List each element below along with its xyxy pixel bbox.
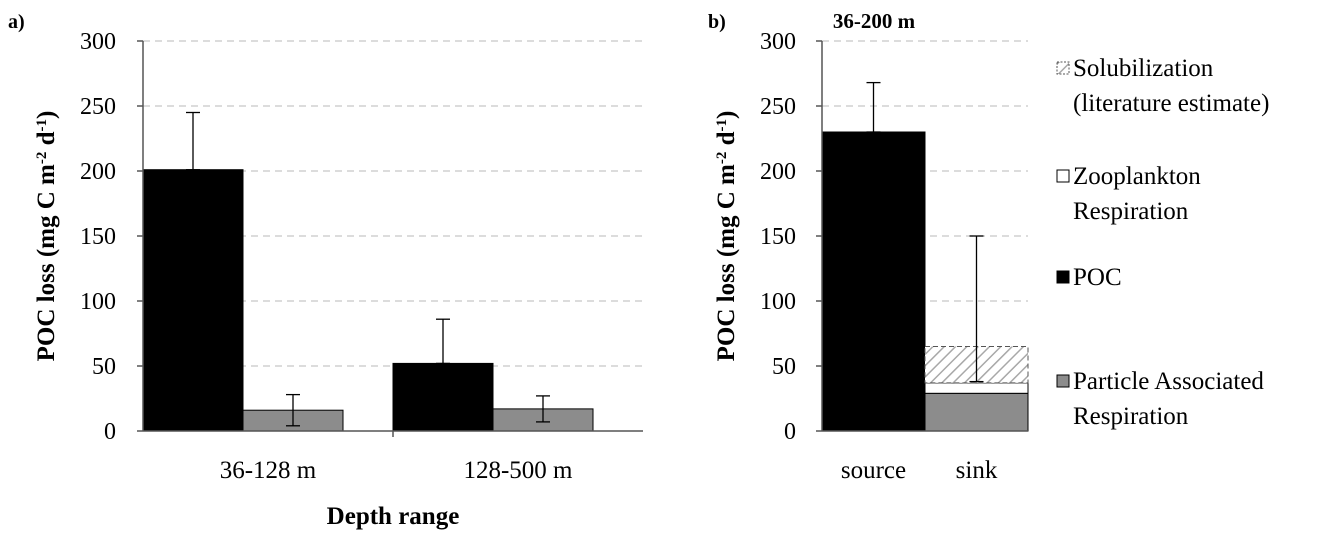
error-bar xyxy=(969,235,984,383)
panel-b-label: b) xyxy=(708,11,726,33)
legend-label: Solubilization xyxy=(1073,55,1214,82)
legend-swatch-zooplankton xyxy=(1056,169,1070,183)
category-label: 128-500 m xyxy=(463,457,573,484)
legend-item-particle-respiration: Particle Associated Respiration xyxy=(1056,368,1264,430)
legend-swatch-solubilization xyxy=(1056,61,1070,75)
b-y-tick-label: 200 xyxy=(760,159,796,185)
legend-swatch-poc xyxy=(1056,270,1070,284)
error-bar xyxy=(536,395,550,423)
a-y-tick-label: 0 xyxy=(104,419,116,445)
legend-label: Particle Associated xyxy=(1073,368,1264,395)
panel-a-axes xyxy=(137,40,643,432)
bar-poc xyxy=(142,169,244,432)
panel-b-legend: Solubilization (literature estimate) Zoopl… xyxy=(1056,55,1269,430)
legend-item-solubilization: Solubilization (literature estimate) xyxy=(1056,55,1269,117)
category-label: 36-128 m xyxy=(220,457,317,484)
legend-label: Respiration xyxy=(1073,403,1189,430)
panel-a-category-labels: 36-128 m 128-500 m xyxy=(220,457,573,484)
bar-segment-particle-respiration xyxy=(924,392,1029,432)
b-y-tick-label: 300 xyxy=(760,29,796,55)
b-y-tick-label: 0 xyxy=(784,419,796,445)
a-y-tick-label: 150 xyxy=(80,224,116,250)
bar-poc xyxy=(392,362,494,432)
legend-label: (literature estimate) xyxy=(1073,90,1269,117)
panel-b-category-labels: source sink xyxy=(841,457,998,484)
b-y-tick-label: 250 xyxy=(760,94,796,120)
panel-b-y-axis-label: POC loss (mg C m-2 d-1) xyxy=(713,111,740,362)
b-y-tick-label: 150 xyxy=(760,224,796,250)
panel-b-chart: b) 36-200 m 0 50 100 150 200 250 300 source sin… xyxy=(708,9,1269,484)
bar-segment-poc xyxy=(821,131,926,432)
legend-label: POC xyxy=(1073,264,1122,291)
legend-label: Zooplankton xyxy=(1073,163,1201,190)
a-y-tick-label: 50 xyxy=(92,354,116,380)
panel-b-axes xyxy=(816,40,1028,432)
error-bar xyxy=(436,318,450,365)
panel-b-title: 36-200 m xyxy=(833,9,916,33)
a-y-tick-label: 200 xyxy=(80,159,116,185)
error-bar xyxy=(286,393,300,427)
panel-a-y-axis-label: POC loss (mg C m-2 d-1) xyxy=(33,111,60,362)
legend-item-poc: POC xyxy=(1056,264,1122,291)
b-y-tick-label: 100 xyxy=(760,289,796,315)
panel-a-label: a) xyxy=(8,11,25,33)
panel-b-y-tick-labels: 0 50 100 150 200 250 300 xyxy=(760,29,796,445)
error-bar xyxy=(186,111,200,171)
a-y-tick-label: 300 xyxy=(80,29,116,55)
legend-label: Respiration xyxy=(1073,198,1189,225)
legend-swatch-particle-respiration xyxy=(1056,374,1070,388)
panel-b-bars xyxy=(821,81,1029,432)
error-bar xyxy=(866,81,881,133)
category-label: source xyxy=(841,457,906,484)
panel-a-bars xyxy=(142,111,594,437)
panel-a-y-tick-labels: 0 50 100 150 200 250 300 xyxy=(80,29,116,445)
bar-segment-zooplankton xyxy=(924,382,1029,394)
a-y-tick-label: 250 xyxy=(80,94,116,120)
panel-a-x-axis-label: Depth range xyxy=(327,503,460,530)
legend-item-zooplankton: Zooplankton Respiration xyxy=(1056,163,1201,225)
a-y-tick-label: 100 xyxy=(80,289,116,315)
category-label: sink xyxy=(956,457,998,484)
b-y-tick-label: 50 xyxy=(772,354,796,380)
